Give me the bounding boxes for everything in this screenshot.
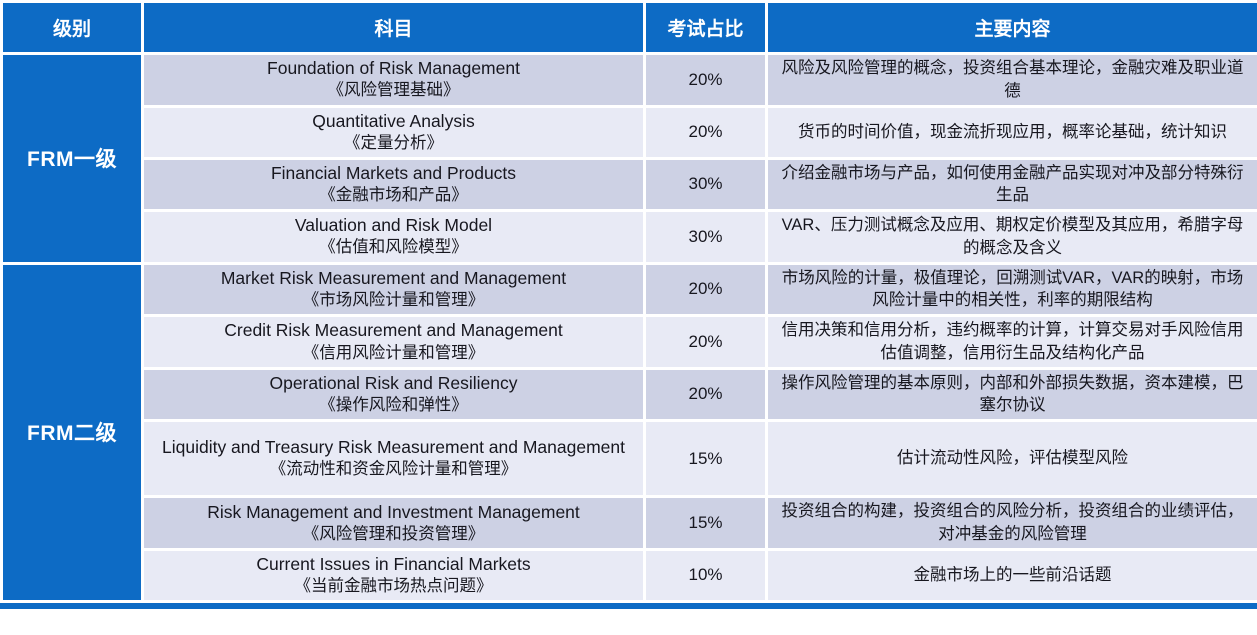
content-cell: 市场风险的计量，极值理论，回溯测试VAR，VAR的映射，市场风险计量中的相关性，… bbox=[765, 261, 1257, 318]
subject-cell: Risk Management and Investment Managemen… bbox=[141, 495, 646, 551]
subject-cn: 《信用风险计量和管理》 bbox=[302, 343, 485, 362]
header-weight: 考试占比 bbox=[643, 0, 768, 55]
weight-cell: 20% bbox=[643, 52, 768, 108]
subject-en: Valuation and Risk Model bbox=[294, 215, 493, 236]
weight-cell: 20% bbox=[643, 314, 768, 370]
subject-cell: Operational Risk and Resiliency 《操作风险和弹性… bbox=[141, 366, 646, 423]
weight-cell: 10% bbox=[643, 547, 768, 603]
subject-en: Current Issues in Financial Markets bbox=[256, 553, 531, 574]
subject-cn: 《风险管理和投资管理》 bbox=[302, 524, 485, 543]
subject-en: Quantitative Analysis bbox=[312, 110, 475, 131]
header-subject: 科目 bbox=[141, 0, 646, 55]
content-cell: VAR、压力测试概念及应用、期权定价模型及其应用，希腊字母的概念及含义 bbox=[765, 209, 1257, 265]
subject-cn: 《金融市场和产品》 bbox=[319, 185, 468, 204]
table-row: Liquidity and Treasury Risk Measurement … bbox=[2, 419, 1257, 499]
subject-cn: 《风险管理基础》 bbox=[327, 81, 460, 100]
subject-cn: 《流动性和资金风险计量和管理》 bbox=[269, 460, 518, 479]
weight-cell: 15% bbox=[643, 419, 768, 499]
content-cell: 介绍金融市场与产品，如何使用金融产品实现对冲及部分特殊衍生品 bbox=[765, 156, 1257, 213]
table-row: Risk Management and Investment Managemen… bbox=[2, 495, 1257, 551]
subject-en: Market Risk Measurement and Management bbox=[220, 267, 567, 288]
header-level: 级别 bbox=[0, 0, 144, 55]
table-row: Quantitative Analysis 《定量分析》 20% 货币的时间价值… bbox=[2, 104, 1257, 160]
table-row: Current Issues in Financial Markets 《当前金… bbox=[2, 547, 1257, 603]
subject-en: Financial Markets and Products bbox=[270, 162, 517, 183]
table-row: Valuation and Risk Model 《估值和风险模型》 30% V… bbox=[2, 209, 1257, 265]
weight-cell: 20% bbox=[643, 261, 768, 318]
level-cell-frm2: FRM二级 bbox=[0, 261, 144, 603]
table-row: Credit Risk Measurement and Management 《… bbox=[2, 314, 1257, 370]
frm-exam-table: 级别 科目 考试占比 主要内容 FRM一级 Foundation of Risk… bbox=[0, 0, 1257, 609]
frm-table: 级别 科目 考试占比 主要内容 FRM一级 Foundation of Risk… bbox=[0, 0, 1257, 603]
level-cell-frm1: FRM一级 bbox=[0, 52, 144, 265]
table-row: FRM二级 Market Risk Measurement and Manage… bbox=[0, 261, 1257, 603]
subject-en: Foundation of Risk Management bbox=[267, 58, 520, 79]
subject-cn: 《操作风险和弹性》 bbox=[319, 396, 468, 415]
content-cell: 风险及风险管理的概念，投资组合基本理论，金融灾难及职业道德 bbox=[765, 52, 1257, 108]
weight-cell: 20% bbox=[643, 366, 768, 423]
subject-cn: 《当前金融市场热点问题》 bbox=[294, 576, 493, 595]
subject-en: Credit Risk Measurement and Management bbox=[224, 320, 563, 341]
header-row: 级别 科目 考试占比 主要内容 bbox=[0, 0, 1257, 55]
subject-en: Liquidity and Treasury Risk Measurement … bbox=[161, 437, 625, 458]
subject-cell: Liquidity and Treasury Risk Measurement … bbox=[141, 419, 646, 499]
header-content: 主要内容 bbox=[765, 0, 1257, 55]
weight-cell: 30% bbox=[643, 156, 768, 213]
table-row: Operational Risk and Resiliency 《操作风险和弹性… bbox=[2, 366, 1257, 423]
subject-en: Operational Risk and Resiliency bbox=[269, 372, 518, 393]
content-cell: 估计流动性风险，评估模型风险 bbox=[765, 419, 1257, 499]
content-cell: 金融市场上的一些前沿话题 bbox=[765, 547, 1257, 603]
weight-cell: 20% bbox=[643, 104, 768, 160]
subject-cell: Market Risk Measurement and Management 《… bbox=[141, 261, 646, 318]
subject-cn: 《估值和风险模型》 bbox=[319, 238, 468, 257]
table-row: Financial Markets and Products 《金融市场和产品》… bbox=[2, 156, 1257, 213]
content-cell: 投资组合的构建，投资组合的风险分析，投资组合的业绩评估，对冲基金的风险管理 bbox=[765, 495, 1257, 551]
subject-en: Risk Management and Investment Managemen… bbox=[207, 501, 580, 522]
subject-cell: Foundation of Risk Management 《风险管理基础》 bbox=[141, 52, 646, 108]
content-cell: 信用决策和信用分析，违约概率的计算，计算交易对手风险信用估值调整，信用衍生品及结… bbox=[765, 314, 1257, 370]
subject-cell: Quantitative Analysis 《定量分析》 bbox=[141, 104, 646, 160]
subject-cell: Valuation and Risk Model 《估值和风险模型》 bbox=[141, 209, 646, 265]
subject-cn: 《定量分析》 bbox=[344, 133, 443, 152]
weight-cell: 30% bbox=[643, 209, 768, 265]
content-cell: 操作风险管理的基本原则，内部和外部损失数据，资本建模，巴塞尔协议 bbox=[765, 366, 1257, 423]
table-row: FRM一级 Foundation of Risk Management 《风险管… bbox=[0, 52, 1257, 265]
subject-cell: Current Issues in Financial Markets 《当前金… bbox=[141, 547, 646, 603]
subject-cell: Financial Markets and Products 《金融市场和产品》 bbox=[141, 156, 646, 213]
subject-cn: 《市场风险计量和管理》 bbox=[302, 291, 485, 310]
weight-cell: 15% bbox=[643, 495, 768, 551]
table-bottom-border bbox=[0, 602, 1257, 609]
content-cell: 货币的时间价值，现金流折现应用，概率论基础，统计知识 bbox=[765, 104, 1257, 160]
subject-cell: Credit Risk Measurement and Management 《… bbox=[141, 314, 646, 370]
